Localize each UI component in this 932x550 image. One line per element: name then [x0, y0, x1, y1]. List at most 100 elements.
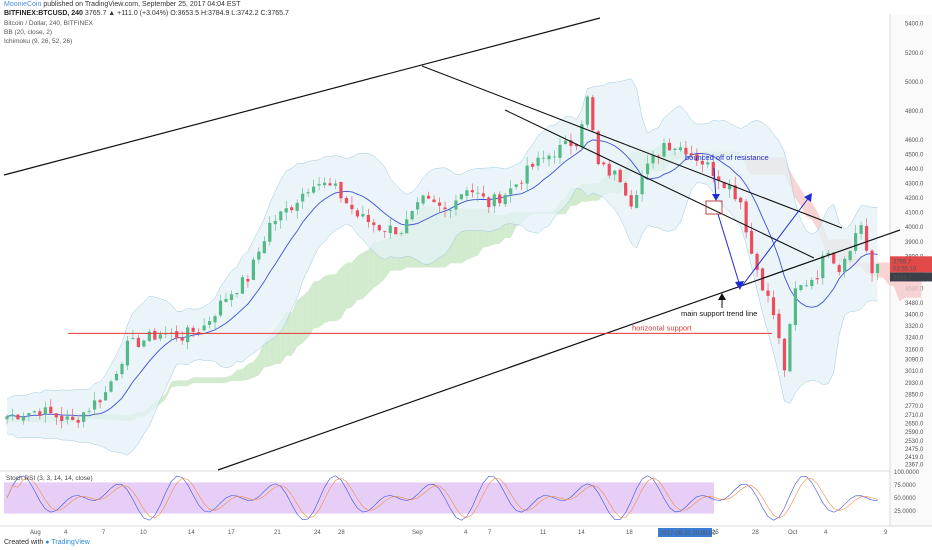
candle-body [268, 222, 272, 242]
stoch-tick-label: 100.0000 [894, 470, 920, 476]
ichimoku-cloud-segment [198, 377, 205, 384]
candle-body [54, 413, 58, 418]
candle-body [563, 140, 568, 145]
candle-body [618, 169, 622, 183]
price-tick-label: 3240.0 [905, 336, 924, 342]
candle-body [640, 175, 644, 195]
candle-body [164, 333, 168, 335]
candle-body [388, 225, 392, 234]
candle-body [531, 163, 535, 167]
candle-body [826, 253, 830, 256]
candle-body [240, 277, 245, 294]
ichimoku-cloud-segment [330, 274, 336, 322]
trendline-label: main support trend line [681, 309, 757, 318]
last-price-badge [890, 256, 932, 273]
ichimoku-cloud-segment [302, 290, 309, 343]
candle-body [38, 411, 42, 416]
candle-body [350, 204, 354, 210]
upper-channel-line [3, 17, 601, 176]
candle-body [60, 415, 64, 421]
candle-body [344, 198, 349, 204]
candle-body [49, 406, 53, 414]
quote-values: 3765.7 ▲ +111.0 (+3.04%) O:3653.5 H:3784… [84, 10, 289, 17]
candle-body [257, 251, 261, 260]
candle-body [454, 200, 458, 210]
candle-body [574, 144, 578, 147]
ichimoku-cloud-segment [231, 369, 237, 381]
candle-body [284, 208, 288, 213]
candle-body [103, 392, 108, 401]
candle-body [251, 259, 255, 280]
ichimoku-cloud-segment [253, 354, 259, 378]
candle-body [43, 407, 47, 415]
price-tick-label: 2650.0 [905, 421, 924, 427]
candle-body [82, 412, 86, 422]
ichimoku-cloud-segment [171, 380, 177, 388]
ichimoku-cloud-segment [346, 262, 352, 309]
date-badge [658, 528, 712, 537]
ichimoku-cloud-segment [368, 241, 374, 294]
candle-body [514, 184, 518, 187]
main-support-trendline [217, 229, 901, 471]
resistance-arrowhead [712, 194, 720, 201]
candle-body [224, 298, 228, 302]
candle-body [733, 185, 737, 200]
candle-body [306, 192, 310, 194]
candle-body [580, 124, 584, 148]
time-tick-label: 7 [488, 530, 492, 536]
candle-body [864, 226, 869, 251]
trendline-arrowhead [718, 293, 726, 300]
date-badge-label: 2017-09-20 20:00:00 [660, 531, 716, 537]
candle-body [832, 252, 836, 264]
candle-body [301, 193, 305, 202]
candle-body [651, 155, 655, 164]
candle-body [673, 148, 677, 150]
candle-body [158, 334, 162, 339]
footer-brand[interactable]: TradingView [51, 539, 90, 546]
ichimoku-cloud-segment [811, 202, 818, 230]
stoch-tick-label: 75.0000 [894, 483, 916, 489]
price-tick-label: 3090.0 [905, 358, 924, 364]
price-tick-label: 2850.0 [905, 392, 924, 398]
candle-body [229, 294, 234, 301]
author-link[interactable]: MoonieCoin [4, 1, 42, 8]
candle-body [804, 285, 808, 287]
candle-body [711, 161, 715, 177]
price-tick-label: 4300.0 [905, 182, 924, 188]
resistance-line-2 [504, 109, 815, 259]
horizontal-support-label: horizontal support [632, 323, 693, 332]
price-tick-label: 3480.0 [905, 301, 924, 307]
resistance-arrow [713, 167, 717, 200]
time-tick-label: 7 [102, 530, 106, 536]
time-tick-label: 18 [626, 530, 633, 536]
time-tick-label: 21 [274, 530, 281, 536]
publish-info: published on TradingView.com, September … [43, 1, 241, 8]
candle-body [503, 194, 507, 205]
stoch-d-line [6, 477, 878, 519]
candle-body [322, 182, 327, 186]
ichimoku-cloud-segment [242, 363, 248, 381]
candle-body [821, 255, 825, 279]
ichimoku-cloud-segment [193, 377, 199, 384]
candle-body [27, 413, 31, 416]
projection-up-arrow [741, 195, 811, 287]
candle-body [317, 184, 321, 186]
candle-body [273, 220, 277, 225]
candle-body [65, 416, 69, 420]
price-tick-label: 3010.0 [905, 369, 924, 375]
price-tick-label: 2475.0 [905, 447, 924, 453]
ichimoku-cloud-segment [351, 256, 358, 308]
candle-body [465, 190, 469, 196]
price-tick-label: 3400.0 [905, 312, 924, 318]
time-tick-label: 10 [140, 530, 147, 536]
candle-body [481, 193, 485, 197]
ichimoku-cloud-segment [226, 375, 232, 384]
price-tick-label: 2710.0 [905, 413, 924, 419]
candle-body [870, 250, 874, 274]
time-tick-label: 4 [64, 530, 68, 536]
candle-body [728, 184, 732, 190]
price-tick-label: 4000.0 [905, 225, 924, 231]
candle-body [667, 142, 672, 151]
candle-body [771, 297, 776, 316]
candle-body [492, 194, 496, 207]
